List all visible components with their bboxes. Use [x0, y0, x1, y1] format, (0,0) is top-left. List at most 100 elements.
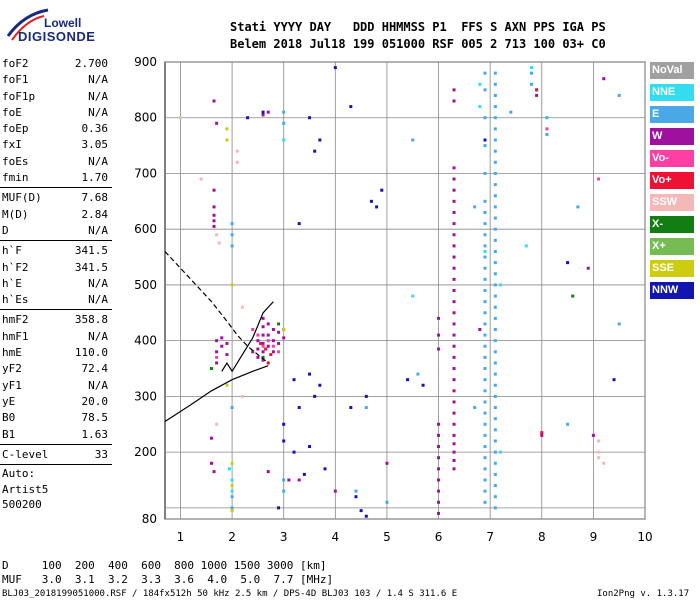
- echo-point: [230, 233, 234, 237]
- echo-point: [591, 433, 595, 437]
- param-group-2: MUF(D) 7.68 M(D) 2.84 D N/A: [0, 190, 112, 239]
- echo-point: [483, 88, 487, 92]
- echo-point: [483, 433, 487, 437]
- echo-point: [498, 283, 502, 287]
- echo-point: [483, 144, 487, 148]
- param-label: hmF1: [2, 329, 29, 343]
- echo-point: [493, 93, 497, 97]
- echo-point: [282, 110, 286, 114]
- echo-point: [540, 433, 544, 437]
- param-value: 20.0: [81, 394, 109, 408]
- echo-point: [251, 350, 255, 354]
- echo-point: [452, 458, 456, 462]
- legend-nne: NNE: [650, 84, 694, 101]
- param-value: N/A: [88, 154, 108, 168]
- echo-point: [483, 333, 487, 337]
- auto-code: 500200: [2, 498, 42, 512]
- param-value: 1.63: [81, 427, 109, 441]
- echo-point: [266, 344, 270, 348]
- echo-point: [225, 138, 229, 142]
- echo-point: [493, 261, 497, 265]
- y-tick-label: 200: [134, 445, 157, 459]
- echo-point: [230, 495, 234, 499]
- echo-point: [212, 188, 216, 192]
- echo-point: [483, 300, 487, 304]
- echo-point: [483, 500, 487, 504]
- echo-point: [571, 294, 575, 298]
- echo-point: [271, 339, 275, 343]
- echo-point: [493, 272, 497, 276]
- echo-point: [493, 316, 497, 320]
- echo-point: [452, 333, 456, 337]
- echo-point: [452, 188, 456, 192]
- echo-point: [225, 341, 229, 345]
- legend-x-plus: X+: [650, 238, 694, 255]
- x-tick-label: 2: [228, 530, 236, 544]
- echo-point: [282, 478, 286, 482]
- echo-point: [261, 110, 265, 114]
- logo-text-digisonde: DIGISONDE: [18, 29, 96, 44]
- legend-ssw: SSW: [650, 194, 694, 211]
- echo-point: [269, 353, 273, 357]
- echo-point: [235, 149, 239, 153]
- echo-point: [437, 456, 441, 460]
- param-group-3: h`F 341.5 h`F2 341.5 h`E N/A h`Es N/A: [0, 243, 112, 308]
- echo-point: [493, 406, 497, 410]
- echo-point: [483, 400, 487, 404]
- echo-point: [452, 422, 456, 426]
- echo-point: [261, 325, 265, 329]
- echo-point: [416, 372, 420, 376]
- footer-muf-row: MUF 3.0 3.1 3.2 3.3 3.6 4.0 5.0 7.7 [MHz…: [2, 573, 334, 586]
- param-value: 358.8: [74, 313, 108, 327]
- x-tick-label: 6: [435, 530, 443, 544]
- echo-point: [215, 422, 219, 426]
- echo-point: [277, 506, 281, 510]
- echo-point: [277, 330, 281, 334]
- param-group-1: foF2 2.700 foF1 N/A foF1p N/A foE N/A foEp 0.…: [0, 56, 112, 186]
- echo-point: [483, 249, 487, 253]
- param-row: h`E N/A: [0, 276, 112, 292]
- echo-point: [406, 378, 410, 382]
- x-tick-label: 7: [486, 530, 494, 544]
- echo-point: [493, 339, 497, 343]
- echo-point: [437, 489, 441, 493]
- echo-point: [230, 506, 234, 510]
- echo-point: [271, 344, 275, 348]
- echo-point: [483, 255, 487, 259]
- legend-x-minus: X-: [650, 216, 694, 233]
- echo-point: [452, 467, 456, 471]
- echo-point: [282, 121, 286, 125]
- logo-text-lowell: Lowell: [44, 16, 82, 30]
- echo-point: [483, 199, 487, 203]
- echo-point: [264, 347, 268, 351]
- echo-point: [246, 116, 250, 120]
- echo-point: [483, 138, 487, 142]
- legend-noval: NoVal: [650, 62, 694, 79]
- echo-point: [225, 353, 229, 357]
- param-value: 7.68: [81, 191, 109, 205]
- param-row: yF1 N/A: [0, 378, 112, 394]
- echo-point: [266, 470, 270, 474]
- echo-point: [617, 322, 621, 326]
- echo-point: [297, 478, 301, 482]
- x-tick-label: 9: [590, 530, 598, 544]
- echo-point: [421, 383, 425, 387]
- param-row: fmin 1.70: [0, 170, 112, 186]
- echo-point: [437, 467, 441, 471]
- y-tick-label: 400: [134, 334, 157, 348]
- echo-point: [256, 355, 260, 359]
- echo-point: [212, 224, 216, 228]
- echo-point: [385, 461, 389, 465]
- echo-point: [493, 105, 497, 109]
- echo-point: [483, 71, 487, 75]
- echo-point: [385, 500, 389, 504]
- echo-point: [452, 255, 456, 259]
- echo-point: [493, 127, 497, 131]
- param-label: C-level: [2, 447, 49, 461]
- echo-point: [437, 422, 441, 426]
- param-label: h`Es: [2, 293, 29, 307]
- echo-point: [576, 205, 580, 209]
- echo-point: [380, 188, 384, 192]
- echo-point: [308, 372, 312, 376]
- echo-point: [452, 277, 456, 281]
